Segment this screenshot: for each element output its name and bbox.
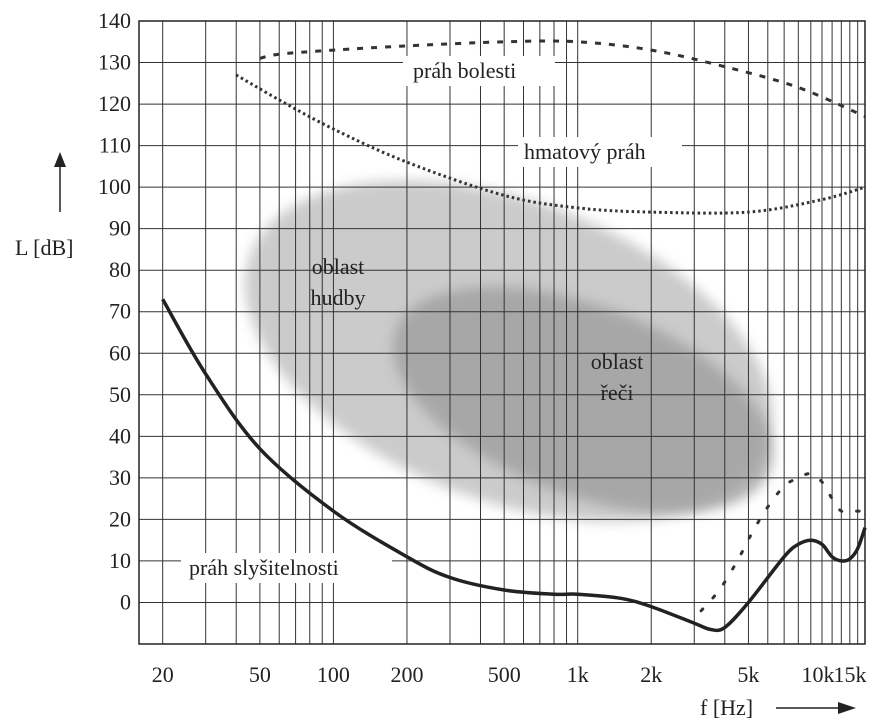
x-tick-label: 20 [152,662,174,687]
y-axis-arrow-icon [54,152,66,167]
grid [139,20,866,645]
y-axis-label-group: L [dB] [15,152,73,260]
y-axis-label: L [dB] [15,235,73,260]
series-layer [161,39,867,633]
x-tick-label: 100 [317,662,350,687]
y-tick-label: 70 [109,299,131,324]
x-tick-labels: 20 50 100 200 500 1k 2k 5k 10k 15k [152,662,867,687]
y-tick-label: 30 [109,465,131,490]
y-tick-label: 40 [109,423,131,448]
x-tick-label: 200 [391,662,424,687]
x-tick-label: 50 [249,662,271,687]
series-line-3 [699,472,867,613]
x-tick-label: 500 [488,662,521,687]
label-oblast-reci-line1: oblast [591,349,644,374]
y-tick-label: 60 [109,340,131,365]
region-oblast-reci [392,286,774,514]
label-prah-slysitelnosti: práh slyšitelnosti [189,555,339,580]
label-oblast-reci-line2: řeči [601,380,634,405]
x-tick-label: 5k [737,662,759,687]
y-tick-label: 100 [98,174,131,199]
y-tick-label: 50 [109,382,131,407]
label-hmatovy-prah: hmatový práh [524,139,646,164]
x-tick-label: 2k [640,662,662,687]
series-labels: práh bolesti hmatový práh práh slyšiteln… [181,56,682,583]
y-tick-label: 110 [99,133,131,158]
label-oblast-hudby-line2: hudby [311,285,366,310]
x-axis-label: f [Hz] [700,695,753,720]
series-line-0 [259,39,866,118]
plot-frame [138,20,866,645]
series-line-1 [235,73,866,215]
y-tick-label: 80 [109,257,131,282]
x-axis-label-group: f [Hz] [700,695,856,720]
y-tick-label: 20 [109,506,131,531]
regions [245,180,774,522]
y-tick-label: 140 [98,8,131,33]
label-prah-bolesti: práh bolesti [413,58,516,83]
x-axis-arrow-icon [838,702,856,714]
y-tick-label: 130 [98,50,131,75]
y-tick-label: 120 [98,91,131,116]
y-tick-label: 0 [120,590,131,615]
label-oblast-hudby-line1: oblast [312,254,365,279]
x-tick-label: 15k [834,662,867,687]
series-line-2 [161,298,867,633]
x-tick-label: 1k [567,662,589,687]
y-tick-label: 90 [109,216,131,241]
x-tick-label: 10k [802,662,835,687]
y-tick-label: 10 [109,548,131,573]
